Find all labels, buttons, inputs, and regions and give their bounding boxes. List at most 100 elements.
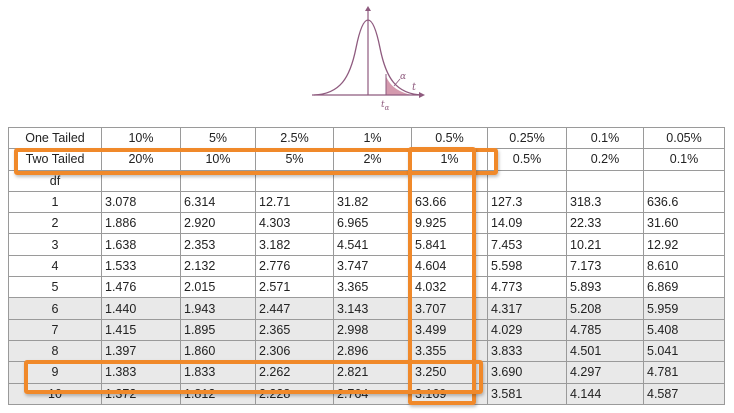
one-tailed-label: One Tailed — [8, 126, 102, 150]
critical-value-cell: 2.821 — [333, 361, 412, 384]
critical-value-cell: 4.785 — [566, 318, 644, 341]
critical-value-cell: 4.773 — [487, 276, 567, 299]
empty-cell — [566, 169, 644, 192]
critical-value-cell: 3.499 — [411, 318, 488, 341]
critical-value-cell: 31.60 — [643, 212, 725, 235]
empty-cell — [487, 169, 567, 192]
critical-value-cell: 7.453 — [487, 233, 567, 256]
critical-value-cell: 4.144 — [566, 382, 644, 405]
critical-value-cell: 1.397 — [101, 339, 181, 363]
alpha-pointer — [393, 78, 401, 87]
tail-area-fill — [386, 76, 412, 95]
critical-value-cell: 2.764 — [333, 382, 412, 405]
alpha-label: α — [400, 72, 406, 82]
critical-value-cell: 4.501 — [566, 339, 644, 363]
one-tailed-header-cell: 1% — [333, 126, 412, 150]
critical-value-cell: 1.638 — [101, 233, 181, 256]
two-tailed-header-cell: 1% — [411, 148, 488, 171]
critical-value-cell: 127.3 — [487, 190, 567, 214]
table-row: 4 1.533 2.132 2.776 3.747 4.604 5.598 7.173 8.61… — [8, 254, 725, 278]
critical-value-cell: 3.581 — [487, 382, 567, 405]
df-cell: 5 — [8, 276, 102, 299]
df-cell: 1 — [8, 190, 102, 214]
critical-value-cell: 5.041 — [643, 339, 725, 363]
two-tailed-header-cell: 0.5% — [487, 148, 567, 171]
df-cell: 7 — [8, 318, 102, 341]
critical-value-cell: 1.440 — [101, 297, 181, 320]
two-tailed-header-cell: 10% — [180, 148, 256, 171]
critical-value-cell: 4.032 — [411, 276, 488, 299]
t-axis-label: t — [412, 82, 417, 93]
critical-value-cell: 5.841 — [411, 233, 488, 256]
critical-value-cell: 3.250 — [411, 361, 488, 384]
one-tailed-row: One Tailed 10% 5% 2.5% 1% 0.5% 0.25% 0.1% 0.05% — [8, 126, 725, 150]
critical-value-cell: 7.173 — [566, 254, 644, 278]
critical-value-cell: 3.833 — [487, 339, 567, 363]
critical-value-cell: 2.776 — [255, 254, 334, 278]
critical-value-cell: 6.869 — [643, 276, 725, 299]
critical-value-cell: 2.015 — [180, 276, 256, 299]
t-distribution-table: One Tailed 10% 5% 2.5% 1% 0.5% 0.25% 0.1% 0.05% T… — [8, 126, 725, 405]
critical-value-cell: 4.781 — [643, 361, 725, 384]
critical-value-cell: 5.408 — [643, 318, 725, 341]
critical-value-cell: 2.353 — [180, 233, 256, 256]
table-row: 5 1.476 2.015 2.571 3.365 4.032 4.773 5.893 6.86… — [8, 276, 725, 299]
critical-value-cell: 1.860 — [180, 339, 256, 363]
critical-value-cell: 2.998 — [333, 318, 412, 341]
critical-value-cell: 3.169 — [411, 382, 488, 405]
critical-value-cell: 2.365 — [255, 318, 334, 341]
t-distribution-figure: α t tα — [308, 6, 426, 118]
critical-value-cell: 1.812 — [180, 382, 256, 405]
empty-cell — [180, 169, 256, 192]
critical-value-cell: 1.372 — [101, 382, 181, 405]
empty-cell — [101, 169, 181, 192]
critical-value-cell: 4.604 — [411, 254, 488, 278]
df-cell: 10 — [8, 382, 102, 405]
critical-value-cell: 5.208 — [566, 297, 644, 320]
critical-value-cell: 22.33 — [566, 212, 644, 235]
two-tailed-header-cell: 0.1% — [643, 148, 725, 171]
critical-value-cell: 1.476 — [101, 276, 181, 299]
critical-value-cell: 6.314 — [180, 190, 256, 214]
t-alpha-base: t — [381, 100, 385, 110]
df-cell: 4 — [8, 254, 102, 278]
two-tailed-header-cell: 5% — [255, 148, 334, 171]
horizontal-axis-arrow — [419, 92, 425, 98]
critical-value-cell: 5.893 — [566, 276, 644, 299]
table-row: 3 1.638 2.353 3.182 4.541 5.841 7.453 10.21 12.9… — [8, 233, 725, 256]
two-tailed-header-cell: 0.2% — [566, 148, 644, 171]
critical-value-cell: 2.571 — [255, 276, 334, 299]
one-tailed-header-cell: 0.25% — [487, 126, 567, 150]
critical-value-cell: 3.078 — [101, 190, 181, 214]
critical-value-cell: 1.833 — [180, 361, 256, 384]
table-row: 1 3.078 6.314 12.71 31.82 63.66 127.3 318.3 636.… — [8, 190, 725, 214]
empty-cell — [255, 169, 334, 192]
t-distribution-curve: α t tα — [312, 6, 425, 112]
t-alpha-subscript: α — [385, 104, 390, 112]
critical-value-cell: 4.029 — [487, 318, 567, 341]
critical-value-cell: 10.21 — [566, 233, 644, 256]
critical-value-cell: 2.132 — [180, 254, 256, 278]
critical-value-cell: 2.447 — [255, 297, 334, 320]
df-header-row: df — [8, 169, 725, 192]
critical-value-cell: 5.598 — [487, 254, 567, 278]
critical-value-cell: 3.365 — [333, 276, 412, 299]
critical-value-cell: 3.707 — [411, 297, 488, 320]
critical-value-cell: 636.6 — [643, 190, 725, 214]
critical-value-cell: 6.965 — [333, 212, 412, 235]
critical-value-cell: 63.66 — [411, 190, 488, 214]
vertical-axis-arrow — [365, 6, 371, 11]
df-label: df — [8, 169, 102, 192]
df-cell: 3 — [8, 233, 102, 256]
critical-value-cell: 31.82 — [333, 190, 412, 214]
two-tailed-header-cell: 20% — [101, 148, 181, 171]
critical-value-cell: 4.587 — [643, 382, 725, 405]
critical-value-cell: 4.297 — [566, 361, 644, 384]
critical-value-cell: 3.690 — [487, 361, 567, 384]
two-tailed-header-cell: 2% — [333, 148, 412, 171]
critical-value-cell: 1.943 — [180, 297, 256, 320]
table-row: 7 1.415 1.895 2.365 2.998 3.499 4.029 4.785 5.40… — [8, 318, 725, 341]
empty-cell — [411, 169, 488, 192]
one-tailed-header-cell: 0.05% — [643, 126, 725, 150]
critical-value-cell: 1.886 — [101, 212, 181, 235]
